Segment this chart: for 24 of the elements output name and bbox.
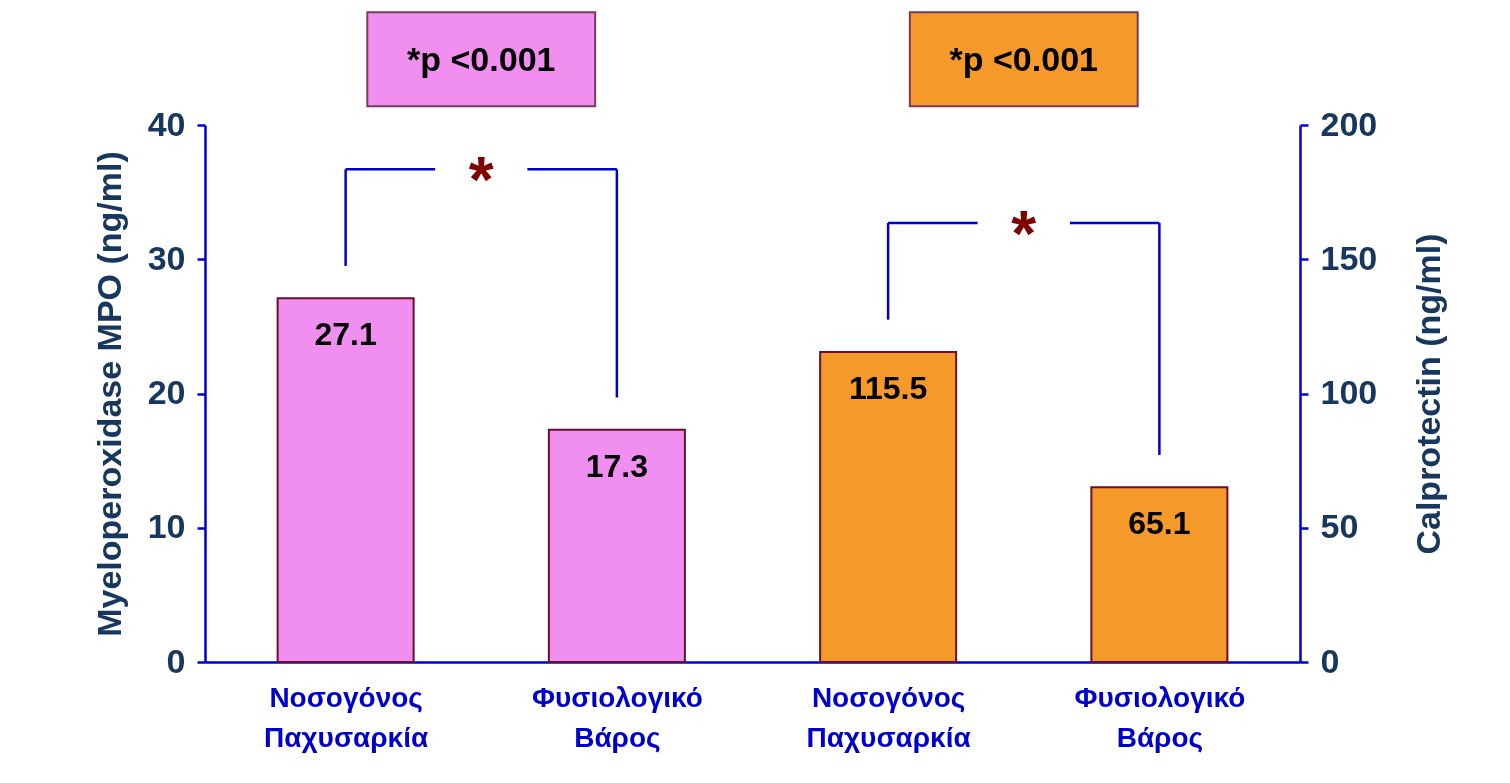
y-tick-label: 20 <box>147 373 186 411</box>
y2-tick-label: 50 <box>1320 507 1359 546</box>
data-label: 27.1 <box>314 316 377 353</box>
x-tick-label: Νοσογόνος Παχυσαρκία <box>264 681 429 753</box>
y-axis-title: Myeloperoxidase MPO (ng/ml) <box>89 151 128 637</box>
text: *p <0.001 <box>949 39 1098 78</box>
x-tick-label: Φυσιολογικό Βάρος <box>1074 681 1246 753</box>
x-tick-label: Φυσιολογικό Βάρος <box>531 681 703 753</box>
data-label: 115.5 <box>848 369 928 406</box>
y2-tick-label: 0 <box>1320 641 1340 680</box>
annotation: * <box>1011 198 1037 270</box>
y2-tick-label: 100 <box>1320 373 1378 411</box>
y-tick-label: 30 <box>147 238 186 277</box>
x-tick-label: Νοσογόνος Παχυσαρκία <box>806 681 971 753</box>
y2-axis-title: Calprotectin (ng/ml) <box>1409 233 1448 555</box>
annotation: * <box>468 144 494 217</box>
y2-tick-label: 150 <box>1320 238 1378 277</box>
y-tick-label: 40 <box>147 104 186 143</box>
y-tick-label: 0 <box>166 641 186 680</box>
data-label: 17.3 <box>585 447 649 484</box>
y-tick-label: 10 <box>147 507 186 546</box>
text: *p <0.001 <box>407 39 556 78</box>
y2-tick-label: 200 <box>1320 104 1378 143</box>
data-label: 65.1 <box>1128 505 1191 542</box>
